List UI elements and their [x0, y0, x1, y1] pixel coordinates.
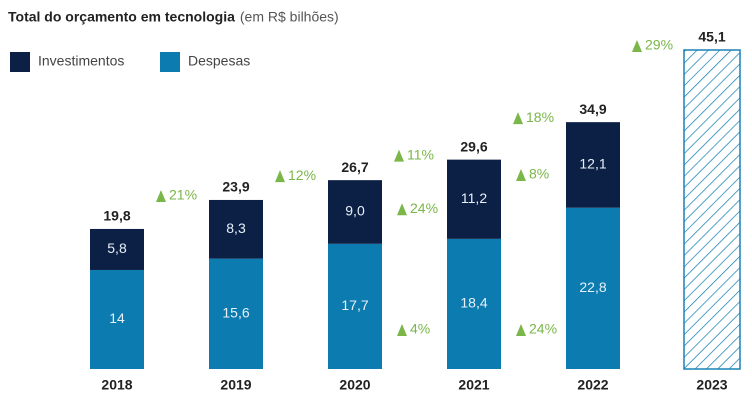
- growth-arrow: [275, 170, 285, 183]
- chart-subtitle: (em R$ bilhões): [240, 9, 339, 25]
- legend-label: Investimentos: [38, 53, 124, 69]
- segment-label: 12,1: [579, 156, 606, 172]
- segment-label: 18,4: [460, 295, 487, 311]
- segment-label: 8,3: [226, 220, 246, 236]
- segment-label: 9,0: [345, 203, 365, 219]
- legend-label: Despesas: [188, 53, 250, 69]
- bar-segment: [566, 122, 620, 208]
- growth-label: 12%: [288, 167, 316, 183]
- x-tick-label: 2019: [220, 377, 251, 393]
- bar-segment: [90, 228, 144, 270]
- growth-label: 18%: [526, 109, 554, 125]
- total-label: 26,7: [341, 159, 368, 175]
- chart-title: Total do orçamento em tecnologia: [8, 9, 235, 25]
- bar-segment: [447, 238, 501, 369]
- x-tick-label: 2021: [458, 377, 489, 393]
- bar-segment: [90, 269, 144, 369]
- growth-label: 4%: [410, 321, 430, 337]
- growth-arrow: [397, 203, 407, 216]
- total-label: 29,6: [460, 138, 487, 154]
- x-tick-label: 2020: [339, 377, 370, 393]
- growth-label: 24%: [529, 321, 557, 337]
- growth-arrow: [156, 189, 166, 202]
- segment-label: 15,6: [222, 305, 249, 321]
- segment-label: 17,7: [341, 297, 368, 313]
- growth-arrow: [394, 149, 404, 162]
- bar-segment: [566, 207, 620, 369]
- x-tick-label: 2023: [696, 377, 727, 393]
- segment-label: 22,8: [579, 279, 606, 295]
- bar-segment: [209, 199, 263, 259]
- total-label: 23,9: [222, 179, 249, 195]
- bar-segment: [209, 258, 263, 369]
- growth-arrow: [516, 168, 526, 181]
- legend-swatch: [10, 52, 30, 72]
- total-label: 34,9: [579, 101, 606, 117]
- bar-segment: [328, 180, 382, 244]
- projected-bar: [683, 49, 741, 370]
- total-label: 45,1: [698, 29, 725, 45]
- growth-arrow: [516, 324, 526, 336]
- segment-label: 5,8: [107, 240, 127, 256]
- growth-label: 24%: [410, 200, 438, 216]
- growth-label: 11%: [407, 146, 434, 162]
- x-tick-label: 2018: [101, 377, 132, 393]
- growth-arrow: [513, 112, 523, 125]
- growth-label: 8%: [529, 166, 549, 182]
- segment-label: 14: [109, 310, 125, 326]
- growth-arrow: [397, 324, 407, 336]
- total-label: 19,8: [103, 208, 130, 224]
- legend-swatch: [160, 52, 180, 72]
- bar-segment: [447, 159, 501, 239]
- x-tick-label: 2022: [577, 377, 608, 393]
- bar-segment: [328, 243, 382, 369]
- segment-label: 11,2: [461, 190, 487, 206]
- growth-label: 21%: [169, 187, 197, 203]
- growth-arrow: [632, 40, 642, 52]
- growth-label: 29%: [645, 37, 673, 53]
